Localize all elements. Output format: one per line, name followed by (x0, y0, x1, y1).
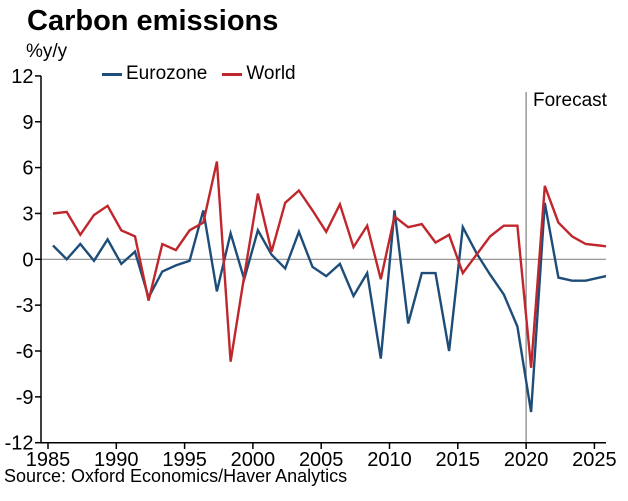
x-tick-label: 1995 (162, 449, 207, 471)
x-tick-label: 1985 (26, 449, 71, 471)
y-axis-unit-label: %y/y (26, 41, 68, 62)
legend-label-eurozone: Eurozone (126, 63, 208, 84)
y-tick-label: 12 (11, 66, 33, 88)
chart-title: Carbon emissions (27, 5, 279, 37)
y-tick-label: 9 (22, 112, 33, 134)
eurozone-line (52, 202, 606, 413)
legend: Eurozone World (102, 63, 311, 85)
legend-item-eurozone: Eurozone (102, 63, 207, 85)
legend-item-world: World (222, 63, 296, 85)
forecast-annotation: Forecast (533, 90, 607, 111)
x-tick-label: 2005 (299, 449, 344, 471)
x-tick-label: 1990 (94, 449, 139, 471)
y-tick-label: -12 (5, 433, 34, 455)
eurozone-line-swatch (102, 72, 122, 76)
y-tick-label: -3 (16, 295, 34, 317)
x-tick-label: 2000 (231, 449, 276, 471)
x-tick-label: 2025 (572, 449, 617, 471)
y-tick-label: 6 (22, 158, 33, 180)
x-tick-label: 2020 (504, 449, 549, 471)
axes-group (35, 75, 606, 449)
y-tick-label: 0 (22, 249, 33, 271)
legend-label-world: World (246, 63, 296, 84)
y-tick-label: 3 (22, 203, 33, 225)
series-lines-group (52, 161, 606, 413)
y-tick-label: -6 (16, 341, 34, 363)
x-tick-label: 2010 (367, 449, 412, 471)
source-attribution: Source: Oxford Economics/Haver Analytics (4, 466, 348, 486)
world-line (52, 161, 606, 368)
y-tick-label: -9 (16, 387, 34, 409)
x-tick-label: 2015 (436, 449, 481, 471)
world-line-swatch (222, 72, 243, 76)
